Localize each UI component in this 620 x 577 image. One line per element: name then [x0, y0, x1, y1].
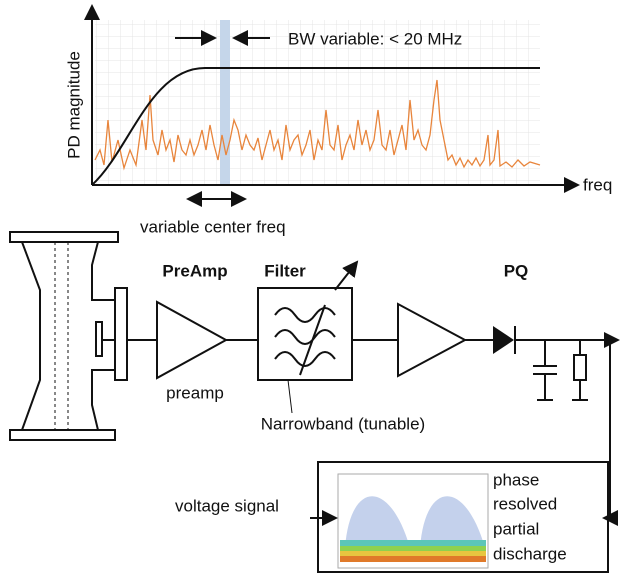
bandwidth-band: [220, 20, 230, 184]
prpd-caption: phase: [493, 470, 539, 489]
spectrum-trace: [94, 79, 541, 171]
center-freq-note: variable center freq: [140, 217, 286, 236]
filter-title: Filter: [264, 261, 306, 280]
prpd-caption: discharge: [493, 544, 567, 563]
y-axis-label: PD magnitude: [64, 51, 83, 159]
bushing: [9, 231, 128, 441]
prpd-display: voltage signal phase resolved partial di…: [175, 461, 609, 573]
preamp-label: preamp: [166, 383, 224, 402]
prpd-caption: partial: [493, 519, 539, 538]
preamp-title: PreAmp: [162, 261, 227, 280]
signal-chain: PreAmp preamp Filter Narrowband (tunable…: [127, 260, 620, 526]
x-axis-label: freq: [583, 175, 612, 194]
voltage-signal-label: voltage signal: [175, 496, 279, 515]
bandwidth-note: BW variable: < 20 MHz: [288, 29, 462, 48]
plot-grid: [95, 20, 540, 184]
spectrum-plot: PD magnitude freq BW variable: < 20 MHz …: [64, 4, 612, 236]
prpd-caption: resolved: [493, 494, 557, 513]
filter-response: [91, 67, 540, 186]
filter-label: Narrowband (tunable): [261, 414, 425, 433]
pq-title: PQ: [504, 261, 529, 280]
